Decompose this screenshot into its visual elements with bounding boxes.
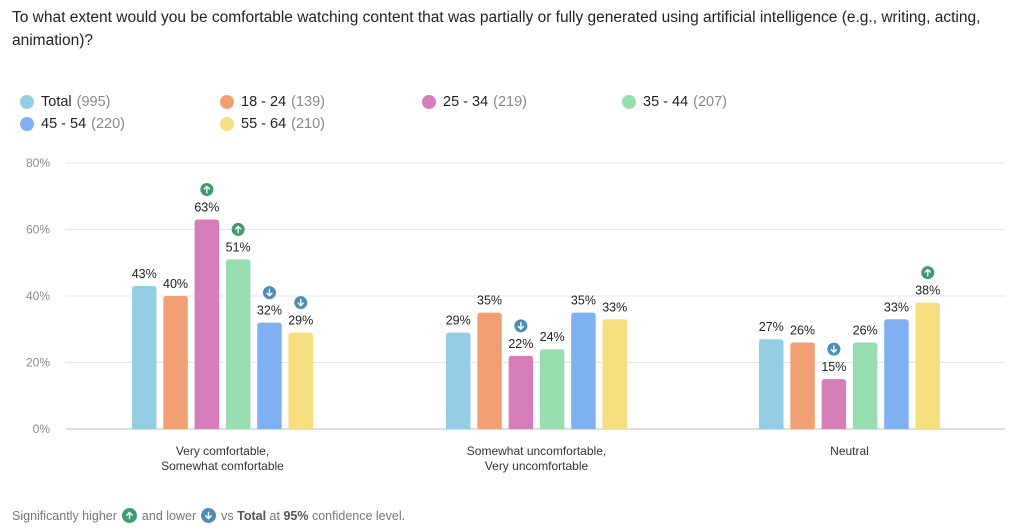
legend-label: 35 - 44 <box>643 94 689 110</box>
bar <box>477 312 502 429</box>
arrow-down-icon <box>830 345 838 354</box>
legend-count: (220) <box>91 116 126 132</box>
value-label: 15% <box>821 360 846 374</box>
legend-dot-icon <box>220 95 234 109</box>
legend-label: 55 - 64 <box>241 116 287 132</box>
legend-label: 25 - 34 <box>443 94 489 110</box>
legend-item-45-54[interactable]: 45 - 54 (220) <box>20 116 125 132</box>
bar <box>915 302 940 429</box>
bar <box>790 342 815 429</box>
value-label: 51% <box>226 240 251 254</box>
value-label: 27% <box>759 320 784 334</box>
significantly-lower-icon <box>201 508 217 523</box>
bar <box>759 339 784 429</box>
bar <box>225 259 251 429</box>
value-label: 38% <box>915 284 940 298</box>
arrow-up-icon <box>203 185 211 194</box>
footnote-vs: vs <box>221 508 234 523</box>
arrow-down-icon <box>297 298 305 307</box>
arrow-down-icon <box>266 288 273 297</box>
legend-count: (139) <box>291 94 326 110</box>
footnote-prefix: Significantly higher <box>12 508 117 523</box>
legend-count: (210) <box>291 116 326 132</box>
value-label: 35% <box>477 294 502 308</box>
arrow-down-icon <box>517 321 525 330</box>
value-label: 33% <box>602 300 627 314</box>
category-label: Somewhat uncomfortable, <box>467 444 606 458</box>
bar <box>194 219 220 429</box>
legend-dot-icon <box>20 95 34 109</box>
footnote-suffix: confidence level. <box>311 508 406 523</box>
legend-dot-icon <box>622 95 636 109</box>
footnote-total: Total <box>237 508 267 523</box>
bar <box>602 319 627 429</box>
chart-title: To what extent would you be comfortable … <box>12 9 981 49</box>
category-label: Neutral <box>830 444 869 458</box>
category-label: Somewhat comfortable <box>161 459 284 473</box>
value-label: 33% <box>884 300 909 314</box>
value-label: 40% <box>163 277 188 291</box>
footnote-confidence: 95% <box>283 508 309 523</box>
value-label: 29% <box>288 314 313 328</box>
legend-count: (207) <box>693 94 728 110</box>
legend-dot-icon <box>220 117 234 131</box>
value-label: 43% <box>132 267 157 281</box>
value-label: 26% <box>853 324 878 338</box>
bar <box>257 322 282 429</box>
value-label: 29% <box>446 314 471 328</box>
value-label: 32% <box>257 304 282 318</box>
bar <box>539 349 565 429</box>
bar <box>508 355 534 429</box>
legend-item-55-64[interactable]: 55 - 64 (210) <box>220 116 325 132</box>
bar <box>163 296 188 429</box>
significance-footnote: Significantly higher and lower vs Total … <box>12 508 405 523</box>
legend-dot-icon <box>422 95 436 109</box>
y-tick-label: 0% <box>33 422 51 436</box>
legend-count: (219) <box>493 94 528 110</box>
category-label: Very comfortable, <box>176 444 269 458</box>
legend-item-35-44[interactable]: 35 - 44 (207) <box>622 94 727 110</box>
value-label: 63% <box>194 201 219 215</box>
bar <box>884 319 909 429</box>
legend-count: (995) <box>76 94 111 110</box>
value-label: 24% <box>540 330 565 344</box>
value-label: 22% <box>508 337 533 351</box>
arrow-up-icon <box>234 225 242 234</box>
bar <box>852 342 878 429</box>
value-label: 26% <box>790 324 815 338</box>
arrow-up-icon <box>924 268 932 277</box>
y-tick-label: 20% <box>26 356 50 370</box>
footnote-middle: and lower <box>141 508 197 523</box>
y-tick-label: 80% <box>26 156 50 170</box>
significantly-higher-icon <box>121 508 137 523</box>
value-label: 35% <box>571 294 596 308</box>
footnote-at: at <box>269 508 280 523</box>
category-label: Very uncomfortable <box>485 459 589 473</box>
bar-chart: 0% 20% 40% 60% 80% 43% 40% 63% 51% 32% 29% Very com… <box>26 156 1005 473</box>
bar <box>132 286 157 429</box>
legend-label: 45 - 54 <box>41 116 87 132</box>
y-tick-label: 40% <box>26 289 50 303</box>
legend-dot-icon <box>20 117 34 131</box>
legend-label: 18 - 24 <box>241 94 287 110</box>
y-tick-label: 60% <box>26 223 50 237</box>
bar <box>446 332 471 429</box>
legend-item-18-24[interactable]: 18 - 24 (139) <box>220 94 325 110</box>
bar <box>821 379 847 429</box>
legend-item-total[interactable]: Total (995) <box>20 94 111 110</box>
legend-item-25-34[interactable]: 25 - 34 (219) <box>422 94 527 110</box>
bar <box>571 312 596 429</box>
bar <box>288 332 313 429</box>
legend-label: Total <box>41 94 72 110</box>
